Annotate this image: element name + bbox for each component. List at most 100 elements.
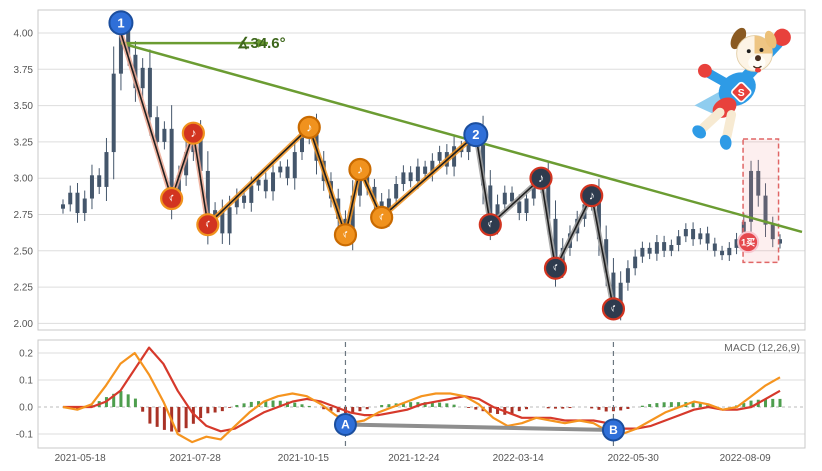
- x-axis-tick: 2021-07-28: [169, 453, 221, 464]
- price-axis-tick: 3.50: [14, 101, 34, 112]
- note-icon: ♪: [169, 192, 175, 206]
- candle-body: [263, 179, 268, 192]
- signal-marker-orange[interactable]: ♪: [370, 205, 394, 230]
- signal-marker-circle[interactable]: [160, 186, 184, 211]
- point-marker-circle[interactable]: [463, 122, 489, 148]
- signal-marker-orange[interactable]: ♪: [333, 223, 358, 247]
- candle-body: [749, 170, 754, 222]
- price-panel-border: [37, 9, 806, 331]
- signal-marker-circle[interactable]: [580, 184, 604, 208]
- note-icon: ♪: [190, 126, 196, 140]
- candle-body: [365, 170, 370, 187]
- macd-axis-tick: 0.0: [19, 403, 33, 414]
- macd-histogram-bar: [351, 407, 355, 413]
- macd-histogram-bar: [322, 407, 326, 410]
- note-icon: ♪: [552, 261, 558, 275]
- macd-histogram-bar: [271, 400, 275, 407]
- candle-body: [531, 186, 536, 199]
- price-chart-canvas[interactable]: 4.00 3.75 3.50 3.25 3.00 2.75 2.50 2.25 2.00 ♪ ♪ ♪ ♪…: [0, 0, 822, 338]
- zigzag-line: [120, 32, 615, 310]
- macd-histogram-bar: [626, 407, 630, 409]
- buy-badge-circle[interactable]: [737, 231, 760, 254]
- candle-body: [654, 242, 659, 254]
- signal-marker-circle[interactable]: [333, 223, 358, 247]
- macd-histogram-bar: [655, 403, 659, 407]
- macd-panel-border: [37, 339, 806, 449]
- candle-body: [118, 30, 123, 74]
- candle-body: [727, 247, 732, 256]
- point-marker-1[interactable]: 1: [108, 10, 134, 36]
- signal-marker-circle[interactable]: [478, 213, 502, 237]
- candle-body: [350, 195, 355, 235]
- zigzag-overlay: [205, 124, 479, 238]
- signal-marker-dark[interactable]: ♪: [543, 256, 568, 280]
- highlight-box[interactable]: [742, 138, 780, 264]
- candle-body: [712, 243, 717, 251]
- point-marker-2[interactable]: 2: [463, 122, 489, 148]
- signal-marker-circle[interactable]: [601, 297, 626, 321]
- macd-histogram-bar: [590, 407, 594, 409]
- candle-body: [611, 272, 616, 309]
- candle-body: [778, 239, 782, 244]
- macd-point-marker-A[interactable]: A: [333, 413, 357, 437]
- macd-histogram-bar: [141, 407, 145, 412]
- signal-marker-circle[interactable]: [529, 166, 553, 190]
- point-marker-label: 1: [117, 15, 124, 30]
- macd-histogram-bar: [496, 407, 500, 414]
- signal-marker-circle[interactable]: [297, 115, 321, 139]
- macd-histogram-bar: [336, 407, 340, 413]
- point-marker-circle[interactable]: [108, 10, 134, 36]
- candle-body: [662, 242, 667, 251]
- macd-histogram-bar: [380, 405, 384, 407]
- macd-histogram-bar: [184, 407, 188, 429]
- macd-histogram-bar: [409, 402, 413, 407]
- candle-body: [357, 170, 362, 196]
- signal-marker-circle[interactable]: [348, 157, 372, 182]
- candle-body: [75, 192, 80, 214]
- candle-body: [488, 185, 493, 225]
- price-axis-tick: 2.25: [14, 283, 34, 294]
- candle-body: [691, 229, 696, 240]
- signal-marker-dark[interactable]: ♪: [601, 297, 626, 321]
- macd-axis-tick: 0.2: [19, 349, 33, 360]
- candle-body: [227, 207, 232, 234]
- macd-axis-tick: -0.1: [16, 430, 34, 441]
- candle-body: [437, 152, 442, 161]
- macd-marker-circle[interactable]: [601, 418, 625, 442]
- dog-boot-1: [692, 125, 706, 139]
- macd-marker-label: A: [341, 418, 350, 432]
- candle-body: [596, 195, 601, 240]
- candle-body: [647, 247, 652, 254]
- signal-marker-orange[interactable]: ♪: [348, 157, 372, 182]
- signal-marker-red[interactable]: ♪: [181, 121, 205, 145]
- macd-histogram-bar: [358, 407, 362, 412]
- candle-body: [169, 128, 174, 196]
- signal-marker-red[interactable]: ♪: [196, 213, 220, 237]
- signal-marker-dark[interactable]: ♪: [478, 213, 502, 237]
- candle-body: [423, 166, 428, 174]
- macd-histogram-bar: [329, 407, 333, 411]
- signal-marker-dark[interactable]: ♪: [529, 166, 553, 190]
- signal-marker-circle[interactable]: [196, 213, 220, 237]
- signal-marker-dark[interactable]: ♪: [580, 184, 604, 208]
- macd-point-marker-B[interactable]: B: [601, 418, 625, 442]
- signal-marker-orange[interactable]: ♪: [297, 115, 321, 139]
- candle-body: [401, 172, 406, 185]
- x-axis-tick: 2022-08-09: [719, 453, 771, 464]
- macd-chart-canvas[interactable]: 0.2 0.1 0.0 -0.1 A B: [0, 338, 822, 452]
- candle-body: [104, 152, 109, 187]
- mascot-superdog: S: [692, 27, 791, 150]
- macd-marker-circle[interactable]: [333, 413, 357, 437]
- dog-eye-right: [759, 48, 764, 52]
- macd-histogram-bar: [199, 407, 203, 419]
- macd-histogram-bar: [597, 407, 601, 410]
- buy-signal-badge[interactable]: 1买: [737, 231, 760, 254]
- macd-histogram-bar: [278, 400, 282, 407]
- signal-marker-red[interactable]: ♪: [160, 186, 184, 211]
- candle-body: [669, 244, 674, 251]
- macd-histogram-bar: [300, 404, 304, 407]
- signal-marker-circle[interactable]: [370, 205, 394, 230]
- candle-body: [756, 170, 761, 196]
- signal-marker-circle[interactable]: [543, 256, 568, 280]
- signal-marker-circle[interactable]: [181, 121, 205, 145]
